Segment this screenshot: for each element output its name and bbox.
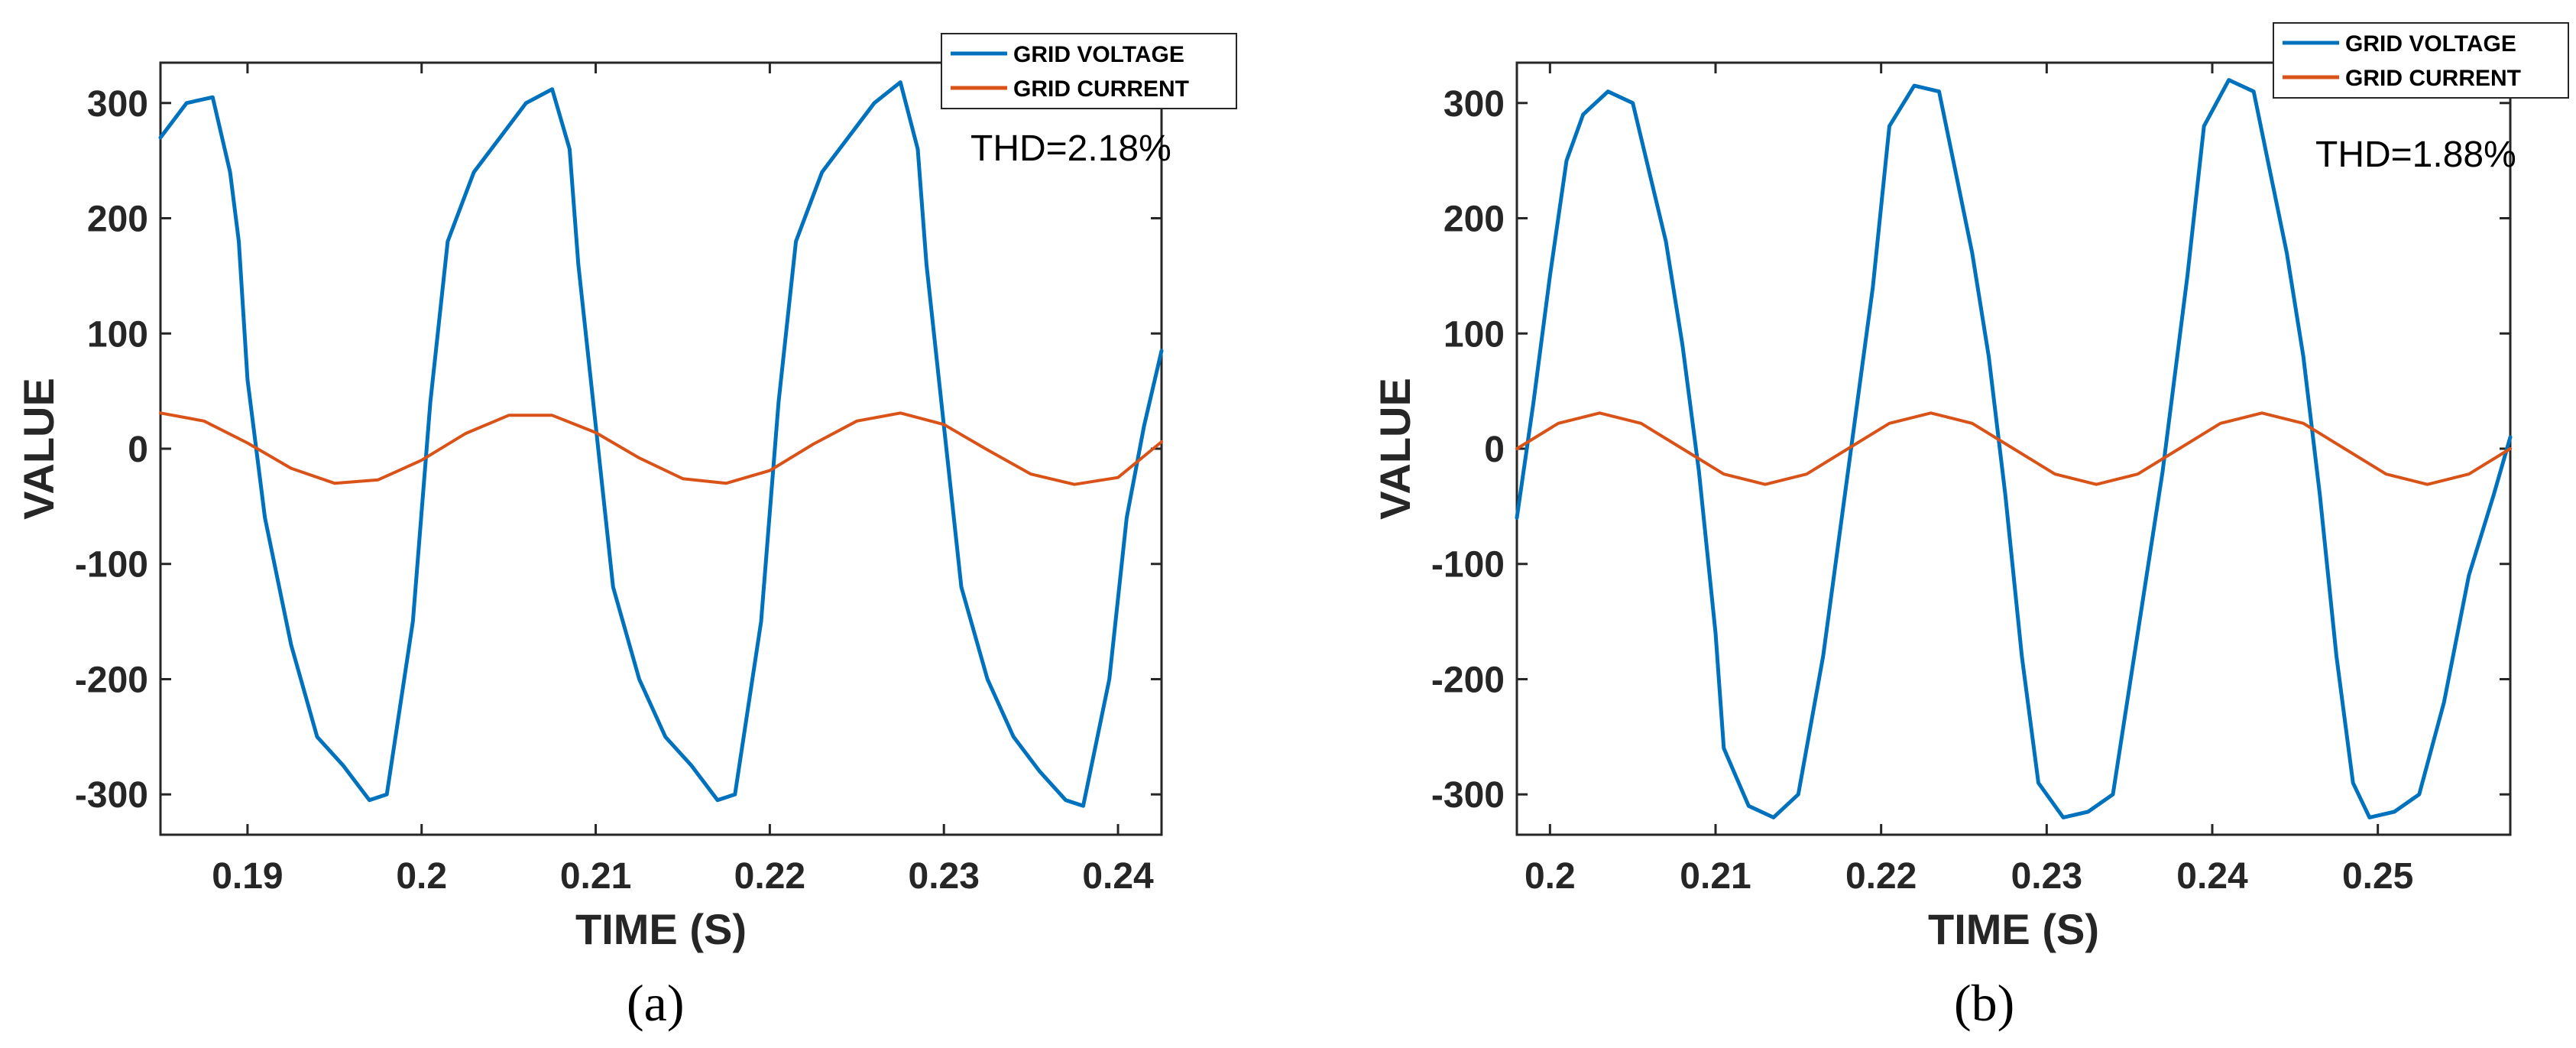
panel-label-b: (b) xyxy=(1954,974,2014,1032)
grid-current-line xyxy=(159,411,1163,486)
thd-annotation-b: THD=1.88% xyxy=(2315,135,2516,175)
y-tick-label: -200 xyxy=(1431,660,1505,700)
x-tick-label: 0.24 xyxy=(2176,856,2248,897)
legend-a: GRID VOLTAGE GRID CURRENT xyxy=(941,33,1237,109)
legend-box-b xyxy=(2273,22,2569,99)
x-tick-label: 0.19 xyxy=(212,856,283,897)
y-ticks-b: 300 200 100 0 -100 -200 -300 xyxy=(1431,84,2510,816)
y-tick-label: 300 xyxy=(1444,84,1505,125)
legend-label-voltage-a: GRID VOLTAGE xyxy=(1013,42,1184,67)
grid-current-line xyxy=(1515,411,2512,486)
grid-voltage-line xyxy=(158,80,1164,808)
grid-voltage-line xyxy=(1515,78,2513,819)
y-tick-label: -100 xyxy=(1431,545,1505,586)
x-ticks-a: 0.19 0.2 0.21 0.22 0.23 0.24 xyxy=(212,63,1154,897)
panel-a: 0.19 0.2 0.21 0.22 0.23 0.24 300 200 100 0 -100 -2… xyxy=(15,33,1237,1032)
x-ticks-b: 0.2 0.21 0.22 0.23 0.24 0.25 xyxy=(1525,63,2413,897)
y-tick-label: -100 xyxy=(75,545,148,586)
legend-label-current-b: GRID CURRENT xyxy=(2345,66,2521,91)
y-tick-label: 0 xyxy=(1484,430,1505,470)
x-axis-title-b: TIME (S) xyxy=(1928,905,2099,953)
y-tick-label: 0 xyxy=(128,430,148,470)
y-axis-title-b: VALUE xyxy=(1371,378,1419,520)
x-tick-label: 0.2 xyxy=(396,856,447,897)
y-tick-label: 200 xyxy=(87,200,148,240)
y-tick-label: 100 xyxy=(1444,314,1505,355)
x-axis-title-a: TIME (S) xyxy=(575,905,747,953)
x-tick-label: 0.21 xyxy=(1680,856,1751,897)
y-tick-label: 300 xyxy=(87,84,148,125)
thd-annotation-a: THD=2.18% xyxy=(970,128,1171,169)
y-tick-label: 200 xyxy=(1444,200,1505,240)
x-tick-label: 0.22 xyxy=(734,856,805,897)
y-tick-label: -300 xyxy=(1431,775,1505,816)
x-tick-label: 0.2 xyxy=(1525,856,1576,897)
y-axis-title-a: VALUE xyxy=(15,378,63,520)
y-tick-label: -300 xyxy=(75,775,148,816)
panel-label-a: (a) xyxy=(627,974,684,1032)
panel-b: 0.2 0.21 0.22 0.23 0.24 0.25 300 200 100 0 -100 -2… xyxy=(1371,22,2569,1032)
x-tick-label: 0.23 xyxy=(909,856,980,897)
y-tick-label: -200 xyxy=(75,660,148,700)
legend-label-current-a: GRID CURRENT xyxy=(1013,76,1189,102)
legend-label-voltage-b: GRID VOLTAGE xyxy=(2345,31,2516,57)
series-a xyxy=(158,80,1164,808)
plot-area-a xyxy=(159,61,1163,836)
x-tick-label: 0.25 xyxy=(2342,856,2413,897)
x-tick-label: 0.21 xyxy=(560,856,631,897)
x-tick-label: 0.23 xyxy=(2011,856,2082,897)
legend-b: GRID VOLTAGE GRID CURRENT xyxy=(2273,22,2569,99)
x-tick-label: 0.24 xyxy=(1082,856,1154,897)
legend-box-a xyxy=(941,33,1237,109)
y-ticks-a: 300 200 100 0 -100 -200 -300 xyxy=(75,84,1162,816)
x-tick-label: 0.22 xyxy=(1845,856,1917,897)
y-tick-label: 100 xyxy=(87,314,148,355)
series-b xyxy=(1515,78,2513,819)
